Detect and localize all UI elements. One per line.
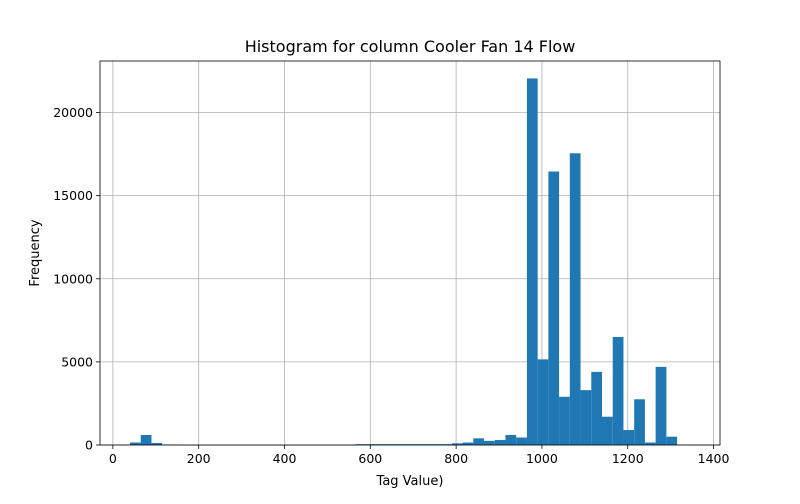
y-tick-label: 0	[85, 438, 93, 453]
histogram-bars	[130, 78, 678, 446]
chart-title: Histogram for column Cooler Fan 14 Flow	[245, 37, 576, 56]
histogram-bar	[602, 416, 613, 445]
x-tick-label: 200	[187, 451, 211, 466]
histogram-bar	[580, 390, 592, 445]
histogram-bar	[430, 444, 442, 445]
histogram-bar	[516, 437, 527, 445]
histogram-bar	[398, 444, 409, 445]
histogram-bar	[655, 366, 667, 445]
x-tick-label: 1400	[698, 451, 730, 466]
histogram-bar	[548, 171, 560, 445]
y-tick-label: 20000	[53, 105, 93, 120]
y-axis-label: Frequency	[28, 219, 43, 286]
histogram-bar	[451, 443, 463, 445]
x-tick-label: 1000	[526, 451, 558, 466]
histogram-bar	[140, 435, 152, 445]
histogram-bar	[612, 336, 624, 445]
histogram-bar	[387, 444, 399, 445]
histogram-bar	[408, 444, 420, 445]
histogram-bar	[473, 438, 485, 445]
histogram-bar	[505, 435, 517, 445]
histogram-bar	[494, 440, 506, 445]
x-tick-label: 0	[109, 451, 117, 466]
x-tick-label: 1200	[612, 451, 644, 466]
axis-ticks: 0 200 400 600 800 1000 1200 1400 0 5000 10000 15000…	[53, 105, 729, 466]
histogram-bar	[591, 371, 603, 445]
x-axis-label: Tag Value)	[376, 474, 444, 489]
histogram-bar	[559, 396, 570, 445]
histogram-bar	[484, 440, 495, 445]
histogram-bar	[355, 444, 367, 445]
y-tick-label: 15000	[53, 188, 93, 203]
x-tick-label: 600	[358, 451, 382, 466]
y-tick-label: 5000	[61, 354, 93, 369]
histogram-bar	[569, 153, 581, 445]
histogram-bar	[644, 442, 656, 445]
y-tick-label: 10000	[53, 271, 93, 286]
histogram-bar	[462, 442, 474, 445]
histogram-bar	[526, 78, 538, 446]
x-tick-label: 400	[273, 451, 297, 466]
histogram-bar	[537, 359, 549, 445]
histogram-bar	[151, 443, 163, 445]
histogram-bar	[634, 399, 645, 445]
histogram-bar	[441, 444, 452, 445]
histogram-bar	[419, 444, 431, 445]
plot-frame	[99, 60, 721, 446]
histogram-bar	[130, 442, 141, 445]
histogram-bar	[376, 444, 388, 445]
histogram-bar	[366, 444, 377, 445]
histogram-bar	[666, 436, 678, 445]
histogram-bar	[623, 430, 635, 445]
x-tick-label: 800	[444, 451, 468, 466]
